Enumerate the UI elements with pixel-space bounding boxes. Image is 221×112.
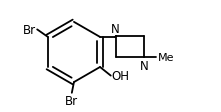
Text: Br: Br xyxy=(65,95,78,107)
Text: N: N xyxy=(111,22,120,35)
Text: N: N xyxy=(140,59,149,72)
Text: Br: Br xyxy=(23,24,36,37)
Text: Me: Me xyxy=(158,53,175,63)
Text: OH: OH xyxy=(112,69,130,82)
